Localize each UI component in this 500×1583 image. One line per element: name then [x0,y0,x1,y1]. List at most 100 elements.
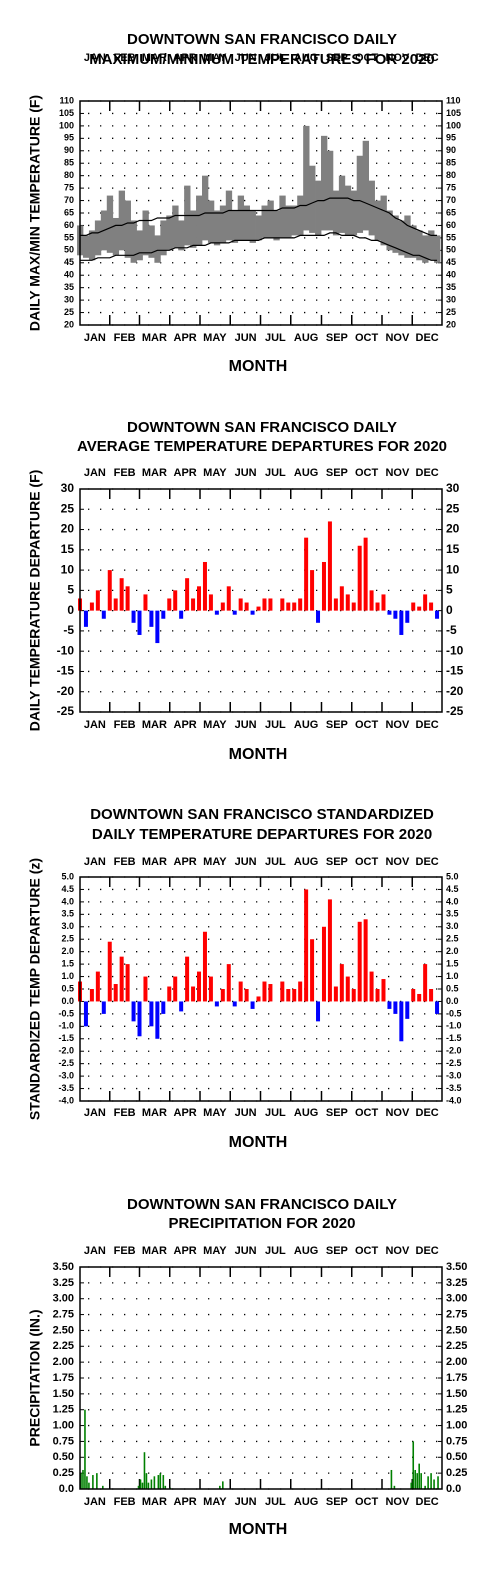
y-tick-label: 1.0 [61,971,74,981]
x-tick-label: JUL [265,1496,286,1508]
bar [88,1482,90,1489]
y-tick-label: 0.50 [446,1451,467,1463]
y-tick-label: 65 [446,207,456,217]
bar [411,989,416,1002]
bar [405,1001,410,1019]
max-min-range [166,215,173,251]
bar [390,1469,393,1489]
bar [423,594,428,611]
max-min-range [249,210,256,243]
max-min-range [362,140,370,231]
x-tick-label: FEB [114,467,136,479]
x-tick-label: JAN [84,1107,106,1119]
max-min-range [410,225,417,258]
bar [137,610,142,635]
bar [155,1001,160,1039]
x-tick-label: APR [174,332,197,344]
x-tick-label: JUL [265,856,286,868]
y-tick-label: 2.00 [446,1356,467,1368]
max-min-range [213,210,221,246]
bar [286,602,291,611]
max-min-range [303,125,310,231]
x-tick-label: SEP [326,1496,348,1508]
bar [268,984,273,1002]
plot-frame [79,488,443,713]
y-tick-label: -10 [446,643,464,657]
y-tick-label: 0.5 [446,983,459,993]
bar [113,984,118,1002]
x-tick-label: JAN [84,719,106,731]
y-tick-label: 45 [446,257,456,267]
y-tick-label: 1.5 [61,958,74,968]
bar [418,1463,420,1489]
y-tick-label: 80 [64,170,74,180]
y-tick-label: 0 [67,603,74,617]
y-tick-label: 3.00 [446,1293,467,1305]
y-tick-label: 5.0 [446,871,459,881]
y-tick-label: -3.5 [446,1083,462,1093]
y-tick-label: 50 [446,245,456,255]
bar [208,976,213,1002]
y-tick-label: -10 [57,643,75,657]
x-tick-label: APR [174,1107,197,1119]
bar [433,1479,435,1489]
y-tick-label: 110 [59,95,74,105]
x-tick-label: JAN [84,1496,106,1508]
max-min-range [338,175,346,233]
y-tick-label: 2.0 [446,946,459,956]
y-tick-label: 45 [64,257,74,267]
max-min-range [178,220,185,251]
y-axis-title: STANDARDIZED TEMP DEPARTURE (z) [27,858,43,1120]
bar [412,1441,415,1489]
y-tick-label: 85 [446,158,456,168]
y-tick-label: 100 [59,120,74,130]
x-tick-label: DEC [416,332,439,344]
bar [405,610,410,623]
y-tick-label: 4.0 [446,896,459,906]
bar [280,981,285,1002]
bar [219,1485,221,1489]
bar [393,1001,398,1014]
y-tick-label: 0.25 [53,1467,74,1479]
y-tick-label: 10 [61,562,75,576]
y-tick-label: -3.0 [58,1070,74,1080]
plot-frame [79,876,443,1102]
x-tick-label: NOV [385,1107,410,1119]
y-tick-label: 0.0 [61,996,74,1006]
max-min-range [261,205,268,238]
bar [327,521,332,611]
bar [427,1476,429,1489]
bar [363,919,368,1002]
y-tick-label: 3.0 [446,921,459,931]
x-tick-label: SEP [326,332,348,344]
y-tick-label: -25 [446,704,464,718]
bar [107,941,112,1002]
y-tick-label: 2.00 [53,1356,74,1368]
bar [369,971,374,1002]
x-tick-label: OCT [355,1245,379,1257]
y-tick-label: 1.25 [446,1404,467,1416]
bar [101,610,106,619]
x-tick-label: AUG [294,856,318,868]
x-tick-label: AUG [294,719,318,731]
bar [387,1001,392,1009]
x-tick-label: JUN [235,332,257,344]
bar [153,1476,156,1489]
bar [339,964,344,1002]
y-tick-label: -5 [446,623,457,637]
x-axis-title: MONTH [229,358,288,375]
y-tick-label: 1.50 [53,1388,74,1400]
max-min-range [422,235,429,263]
bar [84,1409,86,1489]
bar [179,1001,184,1012]
y-tick-label: 2.75 [446,1308,467,1320]
bar [298,598,303,611]
bar [357,921,362,1002]
max-min-range [416,230,423,261]
x-tick-label: JUN [235,1107,257,1119]
bar [399,610,404,635]
y-tick-label: -2.0 [446,1046,462,1056]
y-tick-label: -2.5 [446,1058,462,1068]
y-tick-label: -15 [57,664,75,678]
y-tick-label: 1.50 [446,1388,467,1400]
